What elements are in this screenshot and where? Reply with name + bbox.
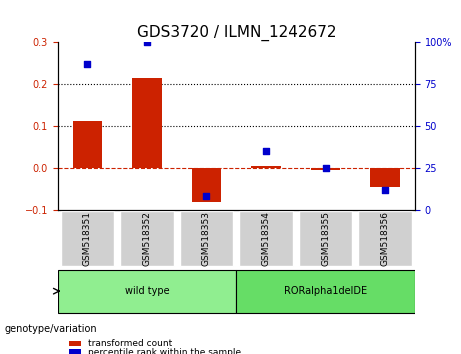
Point — [203, 194, 210, 199]
Bar — [311, 168, 341, 170]
FancyBboxPatch shape — [239, 211, 293, 266]
Text: RORalpha1delDE: RORalpha1delDE — [284, 286, 367, 296]
FancyBboxPatch shape — [236, 270, 415, 313]
Text: percentile rank within the sample: percentile rank within the sample — [88, 348, 241, 354]
Bar — [370, 168, 400, 187]
Point — [143, 40, 151, 45]
FancyBboxPatch shape — [60, 211, 114, 266]
Text: GSM518351: GSM518351 — [83, 211, 92, 266]
Text: transformed count: transformed count — [88, 339, 172, 348]
Bar — [132, 78, 162, 168]
Point — [84, 61, 91, 67]
Text: GSM518356: GSM518356 — [381, 211, 390, 266]
FancyBboxPatch shape — [120, 211, 174, 266]
FancyBboxPatch shape — [299, 211, 352, 266]
Text: GSM518355: GSM518355 — [321, 211, 330, 266]
Text: GSM518353: GSM518353 — [202, 211, 211, 266]
Point — [322, 165, 329, 171]
Text: GSM518354: GSM518354 — [261, 211, 271, 266]
Title: GDS3720 / ILMN_1242672: GDS3720 / ILMN_1242672 — [136, 25, 336, 41]
FancyBboxPatch shape — [358, 211, 412, 266]
FancyBboxPatch shape — [180, 211, 233, 266]
Bar — [72, 121, 102, 168]
Bar — [192, 168, 221, 202]
Point — [262, 148, 270, 154]
FancyBboxPatch shape — [58, 270, 236, 313]
Text: GSM518352: GSM518352 — [142, 211, 152, 266]
Bar — [251, 166, 281, 168]
Point — [381, 187, 389, 193]
Text: genotype/variation: genotype/variation — [5, 324, 97, 334]
Text: wild type: wild type — [124, 286, 169, 296]
